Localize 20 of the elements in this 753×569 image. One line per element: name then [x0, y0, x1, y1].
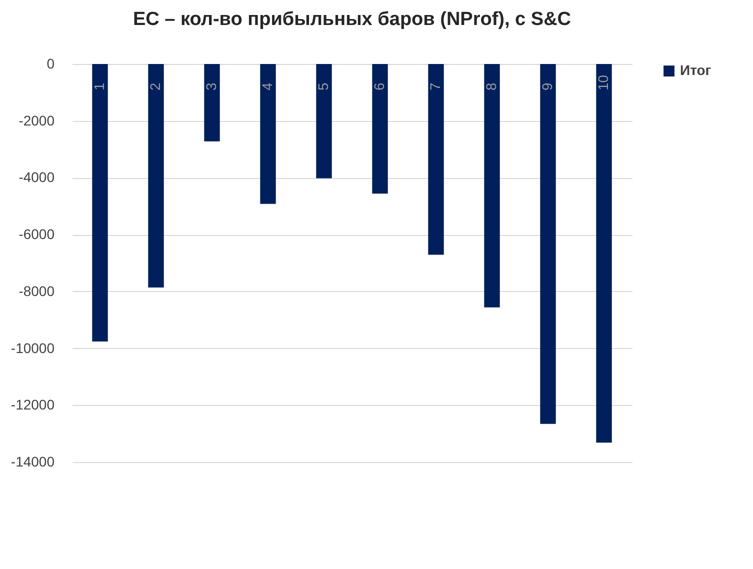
x-tick-label: 2 [147, 82, 163, 90]
y-tick-label: -6000 [18, 226, 55, 242]
x-tick-label: 5 [315, 82, 331, 90]
x-tick-label: 4 [259, 82, 275, 90]
x-tick-label: 9 [539, 82, 555, 90]
x-tick-label: 1 [91, 82, 107, 90]
x-tick-label: 8 [483, 82, 499, 90]
x-tick-label: 7 [427, 82, 443, 90]
x-tick-label: 3 [203, 82, 219, 90]
x-tick-label: 6 [371, 82, 387, 90]
y-tick-label: -4000 [18, 169, 55, 186]
y-tick-label: -2000 [18, 112, 55, 128]
y-tick-label: -10000 [10, 340, 55, 356]
x-tick-label: 10 [595, 74, 611, 90]
y-tick-label: 0 [46, 56, 55, 72]
y-tick-label: -8000 [18, 282, 55, 299]
legend-label: Итог [680, 62, 712, 78]
chart-title: ЕС – кол-во прибыльных баров (NProf), с S&C [132, 9, 572, 30]
y-tick-label: -12000 [10, 396, 55, 413]
y-tick-label: -14000 [10, 454, 55, 470]
